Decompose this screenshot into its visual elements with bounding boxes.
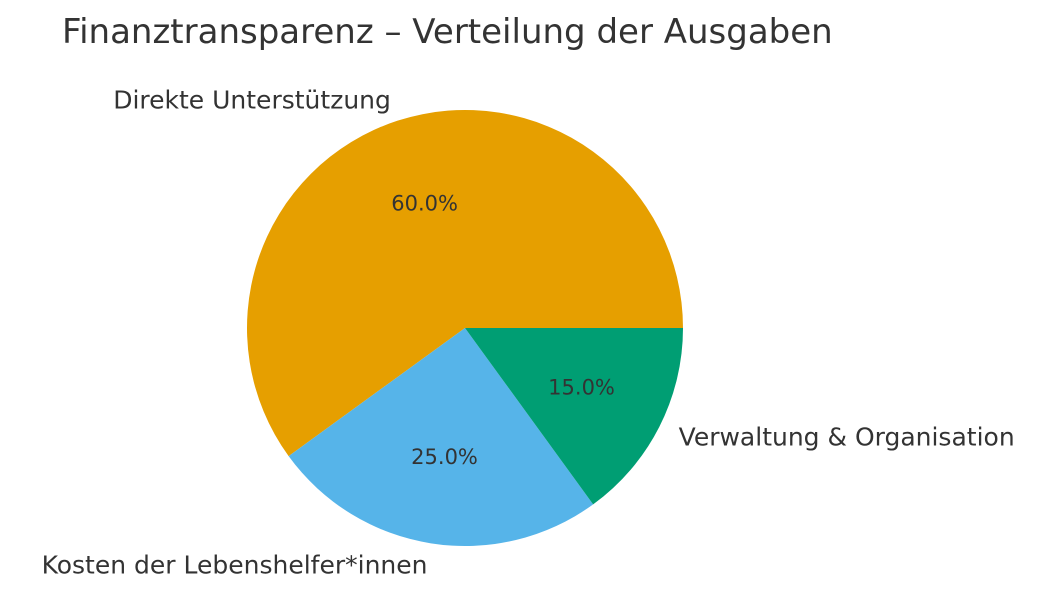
slice-category-label: Verwaltung & Organisation bbox=[679, 422, 1015, 451]
slice-category-label: Kosten der Lebenshelfer*innen bbox=[42, 550, 428, 579]
slice-percentage-label: 60.0% bbox=[391, 192, 458, 216]
slice-category-label: Direkte Unterstützung bbox=[113, 85, 391, 114]
chart-title: Finanztransparenz – Verteilung der Ausga… bbox=[62, 12, 833, 52]
slice-percentage-label: 15.0% bbox=[548, 375, 615, 399]
pie-slice bbox=[465, 328, 683, 505]
pie-slice bbox=[288, 328, 594, 546]
pie-labels: 60.0% Direkte Unterstützung 25.0% Kosten de… bbox=[42, 85, 1015, 579]
pie-slice bbox=[246, 109, 683, 457]
slice-percentage-label: 25.0% bbox=[411, 445, 478, 469]
pie-slices bbox=[246, 109, 683, 546]
